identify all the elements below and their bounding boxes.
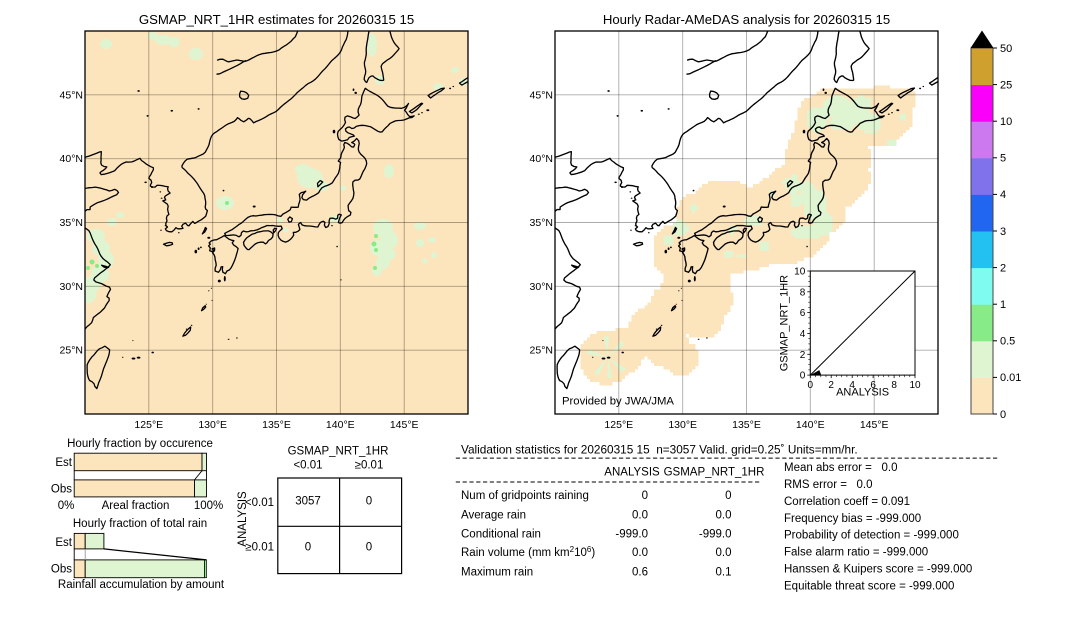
svg-text:Mean abs error = 0.0: Mean abs error = 0.0 — [784, 462, 897, 474]
svg-text:125°E: 125°E — [134, 419, 163, 431]
svg-text:Equitable threat score = -999.: Equitable threat score = -999.000 — [784, 580, 954, 592]
svg-text:0: 0 — [366, 496, 372, 508]
svg-text:10: 10 — [794, 267, 806, 278]
svg-text:0.1: 0.1 — [716, 566, 732, 578]
svg-text:130°E: 130°E — [198, 419, 227, 431]
svg-text:0: 0 — [808, 380, 814, 391]
svg-text:0.0: 0.0 — [632, 509, 648, 521]
svg-text:0.0: 0.0 — [632, 547, 648, 559]
svg-text:0: 0 — [1000, 409, 1006, 421]
svg-text:25°N: 25°N — [530, 345, 553, 357]
svg-text:Validation statistics for 2026: Validation statistics for 20260315 15 n=… — [461, 443, 858, 457]
svg-text:130°E: 130°E — [668, 419, 697, 431]
svg-text:0.6: 0.6 — [632, 566, 648, 578]
svg-text:2: 2 — [828, 380, 834, 391]
svg-text:4: 4 — [800, 329, 806, 340]
svg-text:GSMAP_NRT_1HR estimates for 20: GSMAP_NRT_1HR estimates for 20260315 15 — [139, 12, 414, 27]
svg-text:6: 6 — [800, 308, 806, 319]
svg-text:4: 4 — [1000, 189, 1006, 201]
svg-text:0.0: 0.0 — [716, 509, 732, 521]
svg-text:140°E: 140°E — [326, 419, 355, 431]
svg-text:4: 4 — [849, 380, 855, 391]
svg-text:GSMAP_NRT_1HR: GSMAP_NRT_1HR — [664, 467, 765, 479]
svg-text:40°N: 40°N — [60, 153, 83, 165]
svg-text:125°E: 125°E — [604, 419, 633, 431]
svg-text:2: 2 — [800, 350, 806, 361]
svg-text:35°N: 35°N — [530, 217, 553, 229]
svg-text:Hourly fraction of total rain: Hourly fraction of total rain — [73, 518, 207, 530]
svg-text:Provided by JWA/JMA: Provided by JWA/JMA — [562, 396, 674, 408]
svg-text:Est: Est — [55, 537, 72, 549]
svg-text:Probability of detection = -99: Probability of detection = -999.000 — [784, 530, 959, 542]
svg-text:Hanssen & Kuipers score = -999: Hanssen & Kuipers score = -999.000 — [784, 564, 972, 576]
svg-text:<0.01: <0.01 — [245, 497, 274, 509]
svg-text:Maximum rain: Maximum rain — [461, 566, 533, 578]
svg-text:ANALYSIS: ANALYSIS — [604, 467, 660, 479]
svg-text:0.0: 0.0 — [716, 547, 732, 559]
svg-text:100%: 100% — [194, 500, 223, 512]
svg-text:ANALYSIS: ANALYSIS — [836, 387, 889, 399]
svg-text:6: 6 — [870, 380, 876, 391]
svg-text:25°N: 25°N — [60, 345, 83, 357]
svg-text:Correlation coeff = 0.091: Correlation coeff = 0.091 — [784, 496, 910, 508]
svg-text:Obs: Obs — [51, 484, 72, 496]
svg-text:145°E: 145°E — [860, 419, 889, 431]
svg-text:1: 1 — [1000, 299, 1006, 311]
svg-text:5: 5 — [1000, 153, 1006, 165]
svg-text:8: 8 — [891, 380, 897, 391]
svg-text:0.5: 0.5 — [1000, 336, 1015, 348]
svg-text:Hourly fraction by occurence: Hourly fraction by occurence — [67, 438, 213, 450]
svg-text:135°E: 135°E — [262, 419, 291, 431]
svg-text:8: 8 — [800, 287, 806, 298]
svg-text:Obs: Obs — [51, 564, 72, 576]
svg-text:Hourly Radar-AMeDAS analysis f: Hourly Radar-AMeDAS analysis for 2026031… — [603, 12, 890, 27]
svg-text:Areal fraction: Areal fraction — [102, 500, 170, 512]
svg-text:35°N: 35°N — [60, 217, 83, 229]
svg-text:135°E: 135°E — [732, 419, 761, 431]
svg-text:≥0.01: ≥0.01 — [355, 460, 384, 472]
svg-text:False alarm ratio = -999.000: False alarm ratio = -999.000 — [784, 547, 928, 559]
svg-text:0: 0 — [366, 542, 372, 554]
svg-text:145°E: 145°E — [390, 419, 419, 431]
svg-text:10: 10 — [1000, 116, 1012, 128]
svg-text:45°N: 45°N — [60, 89, 83, 101]
svg-text:Est: Est — [55, 457, 72, 469]
svg-text:0%: 0% — [58, 500, 75, 512]
svg-text:-999.0: -999.0 — [699, 529, 732, 541]
svg-text:Num of gridpoints raining: Num of gridpoints raining — [461, 490, 589, 502]
svg-text:0: 0 — [725, 490, 731, 502]
svg-text:0: 0 — [800, 371, 806, 382]
svg-text:RMS error = 0.0: RMS error = 0.0 — [784, 479, 873, 491]
svg-text:2: 2 — [1000, 262, 1006, 274]
svg-text:40°N: 40°N — [530, 153, 553, 165]
svg-text:0: 0 — [305, 542, 311, 554]
svg-text:Average rain: Average rain — [461, 509, 526, 521]
svg-text:<0.01: <0.01 — [293, 460, 322, 472]
svg-text:30°N: 30°N — [530, 281, 553, 293]
svg-text:25: 25 — [1000, 79, 1012, 91]
svg-text:0.01: 0.01 — [1000, 372, 1021, 384]
svg-text:≥0.01: ≥0.01 — [245, 542, 274, 554]
svg-text:30°N: 30°N — [60, 281, 83, 293]
svg-text:Rain volume (mm km2106): Rain volume (mm km2106) — [461, 545, 595, 559]
svg-text:45°N: 45°N — [530, 89, 553, 101]
svg-text:Rainfall accumulation by amoun: Rainfall accumulation by amount — [58, 579, 225, 591]
svg-text:-999.0: -999.0 — [615, 529, 648, 541]
svg-text:10: 10 — [909, 380, 921, 391]
svg-text:GSMAP_NRT_1HR: GSMAP_NRT_1HR — [779, 275, 791, 371]
svg-text:GSMAP_NRT_1HR: GSMAP_NRT_1HR — [288, 446, 389, 458]
svg-text:50: 50 — [1000, 43, 1012, 55]
svg-text:140°E: 140°E — [796, 419, 825, 431]
svg-text:0: 0 — [642, 490, 648, 502]
svg-text:3: 3 — [1000, 226, 1006, 238]
svg-text:3057: 3057 — [295, 496, 321, 508]
svg-text:Conditional rain: Conditional rain — [461, 529, 541, 541]
svg-text:ANALYSIS: ANALYSIS — [237, 491, 249, 547]
svg-text:Frequency bias = -999.000: Frequency bias = -999.000 — [784, 513, 921, 525]
